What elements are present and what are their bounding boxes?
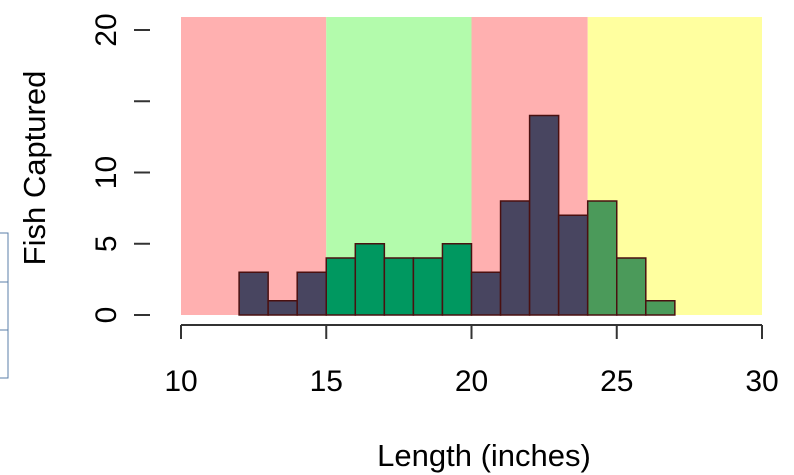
histogram-bars [238,114,676,316]
histogram-bar-13 [586,200,618,316]
histogram-bar-5 [354,243,386,316]
histogram-bar-1 [238,271,269,316]
x-tick-label-25: 25 [600,365,633,398]
histogram-bar-14 [616,257,647,316]
x-axis-title: Length (inches) [377,438,591,473]
y-tick-label-0: 0 [90,307,123,324]
x-tick-label-10: 10 [164,365,197,398]
histogram-bar-3 [296,271,328,316]
y-tick-label-10: 10 [90,156,123,189]
histogram-bar-15 [645,300,676,316]
x-tick-label-20: 20 [455,365,488,398]
x-tick-label-15: 15 [310,365,343,398]
histogram-bar-11 [528,114,560,316]
histogram-bar-4 [325,257,357,316]
background-region-1 [181,17,327,315]
y-axis-ticks: 0 5 10 20 [90,13,150,323]
histogram-bar-6 [383,257,415,316]
histogram-bar-8 [441,243,473,316]
x-axis-ticks: 10 15 20 25 30 [164,325,779,398]
x-tick-label-30: 30 [745,365,778,398]
histogram-bar-7 [412,257,444,316]
left-edge-panel [0,232,9,379]
y-tick-label-20: 20 [90,13,123,46]
histogram-bar-9 [470,271,502,316]
y-axis-title: Fish Captured [17,71,52,266]
y-tick-label-5: 5 [90,235,123,252]
histogram-bar-2 [267,300,298,316]
histogram-bar-10 [499,200,531,316]
histogram-bar-12 [557,214,589,316]
